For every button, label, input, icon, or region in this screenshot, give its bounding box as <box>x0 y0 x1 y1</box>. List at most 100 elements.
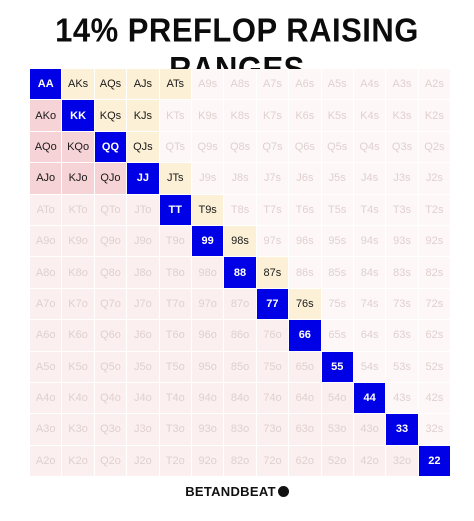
hand-cell-72o: 72o <box>256 445 290 478</box>
hand-cell-55: 55 <box>321 351 354 383</box>
hand-cell-42s: 42s <box>418 382 452 415</box>
hand-cell-ATs: ATs <box>159 69 192 101</box>
hand-cell-J3s: J3s <box>386 163 419 195</box>
hand-cell-64o: 64o <box>289 382 322 415</box>
hand-cell-KK: KK <box>62 100 95 132</box>
hand-cell-T6o: T6o <box>159 320 192 352</box>
hand-cell-J8o: J8o <box>127 257 160 289</box>
hand-cell-A7o: A7o <box>30 288 63 321</box>
hand-cell-T9o: T9o <box>159 225 192 258</box>
hand-cell-73s: 73s <box>386 288 419 321</box>
hand-cell-T5s: T5s <box>321 194 354 226</box>
hand-cell-Q9o: Q9o <box>94 225 128 258</box>
hand-cell-Q4s: Q4s <box>353 131 387 164</box>
hand-cell-K4s: K4s <box>353 100 387 132</box>
hand-cell-A5s: A5s <box>321 69 354 101</box>
hand-cell-A4o: A4o <box>30 382 63 415</box>
hand-cell-64s: 64s <box>353 320 387 352</box>
hand-cell-Q5o: Q5o <box>94 351 128 383</box>
hand-cell-TT: TT <box>159 194 192 226</box>
hand-cell-54o: 54o <box>321 382 354 415</box>
hand-cell-99: 99 <box>191 225 225 258</box>
hand-cell-K9o: K9o <box>62 225 95 258</box>
hand-cell-AKs: AKs <box>62 69 95 101</box>
hand-cell-JJ: JJ <box>127 163 160 195</box>
hand-cell-T2s: T2s <box>418 194 452 226</box>
hand-cell-83o: 83o <box>224 414 257 446</box>
hand-cell-92o: 92o <box>191 445 225 478</box>
hand-cell-62o: 62o <box>289 445 322 478</box>
hand-cell-J7s: J7s <box>256 163 290 195</box>
hand-cell-66: 66 <box>289 320 322 352</box>
hand-cell-K3o: K3o <box>62 414 95 446</box>
hand-cell-97s: 97s <box>256 225 290 258</box>
hand-cell-AKo: AKo <box>30 100 63 132</box>
hand-cell-82o: 82o <box>224 445 257 478</box>
brand-logo-text: BETANDBEAT <box>185 484 276 499</box>
hand-cell-K5s: K5s <box>321 100 354 132</box>
hand-cell-77: 77 <box>256 288 290 321</box>
hand-cell-QQ: QQ <box>94 131 128 164</box>
hand-cell-98o: 98o <box>191 257 225 289</box>
hand-cell-KTo: KTo <box>62 194 95 226</box>
hand-cell-J4s: J4s <box>353 163 387 195</box>
hand-cell-ATo: ATo <box>30 194 63 226</box>
hand-cell-K3s: K3s <box>386 100 419 132</box>
hand-cell-74o: 74o <box>256 382 290 415</box>
hand-cell-Q2s: Q2s <box>418 131 452 164</box>
hand-cell-K7o: K7o <box>62 288 95 321</box>
hand-cell-A7s: A7s <box>256 69 290 101</box>
hand-cell-JTo: JTo <box>127 194 160 226</box>
hand-cell-J6o: J6o <box>127 320 160 352</box>
hand-cell-A8s: A8s <box>224 69 257 101</box>
hand-cell-J2s: J2s <box>418 163 452 195</box>
hand-cell-Q2o: Q2o <box>94 445 128 478</box>
hand-cell-K2o: K2o <box>62 445 95 478</box>
hand-cell-75o: 75o <box>256 351 290 383</box>
hand-cell-32s: 32s <box>418 414 452 446</box>
hand-cell-J4o: J4o <box>127 382 160 415</box>
hand-cell-J5s: J5s <box>321 163 354 195</box>
page-title: 14% PREFLOP RAISING RANGES <box>55 11 419 88</box>
hand-cell-Q7s: Q7s <box>256 131 290 164</box>
hand-cell-KQs: KQs <box>94 100 128 132</box>
hand-cell-53s: 53s <box>386 351 419 383</box>
hand-cell-85s: 85s <box>321 257 354 289</box>
hand-cell-KJs: KJs <box>127 100 160 132</box>
hand-cell-A4s: A4s <box>353 69 387 101</box>
hand-cell-A3s: A3s <box>386 69 419 101</box>
hand-cell-Q5s: Q5s <box>321 131 354 164</box>
hand-cell-T2o: T2o <box>159 445 192 478</box>
hand-cell-43s: 43s <box>386 382 419 415</box>
hand-cell-96o: 96o <box>191 320 225 352</box>
hand-cell-K8s: K8s <box>224 100 257 132</box>
hand-cell-A9s: A9s <box>191 69 225 101</box>
hand-cell-22: 22 <box>418 445 452 478</box>
hand-cell-A6s: A6s <box>289 69 322 101</box>
hand-cell-87o: 87o <box>224 288 257 321</box>
hand-cell-J9o: J9o <box>127 225 160 258</box>
hand-cell-J7o: J7o <box>127 288 160 321</box>
hand-cell-K6o: K6o <box>62 320 95 352</box>
hand-cell-94s: 94s <box>353 225 387 258</box>
hand-cell-63s: 63s <box>386 320 419 352</box>
hand-cell-K2s: K2s <box>418 100 452 132</box>
hand-cell-AA: AA <box>30 69 63 101</box>
hand-cell-32o: 32o <box>386 445 419 478</box>
hand-cell-75s: 75s <box>321 288 354 321</box>
hand-cell-T7s: T7s <box>256 194 290 226</box>
hand-cell-J9s: J9s <box>191 163 225 195</box>
hand-cell-72s: 72s <box>418 288 452 321</box>
hand-cell-A6o: A6o <box>30 320 63 352</box>
hand-cell-65o: 65o <box>289 351 322 383</box>
hand-cell-J2o: J2o <box>127 445 160 478</box>
hand-cell-82s: 82s <box>418 257 452 289</box>
hand-cell-96s: 96s <box>289 225 322 258</box>
footer: BETANDBEAT <box>0 484 474 499</box>
hand-cell-AJo: AJo <box>30 163 63 195</box>
hand-cell-T8s: T8s <box>224 194 257 226</box>
hand-cell-K4o: K4o <box>62 382 95 415</box>
hand-cell-T9s: T9s <box>191 194 225 226</box>
hand-cell-Q3o: Q3o <box>94 414 128 446</box>
hand-cell-K7s: K7s <box>256 100 290 132</box>
